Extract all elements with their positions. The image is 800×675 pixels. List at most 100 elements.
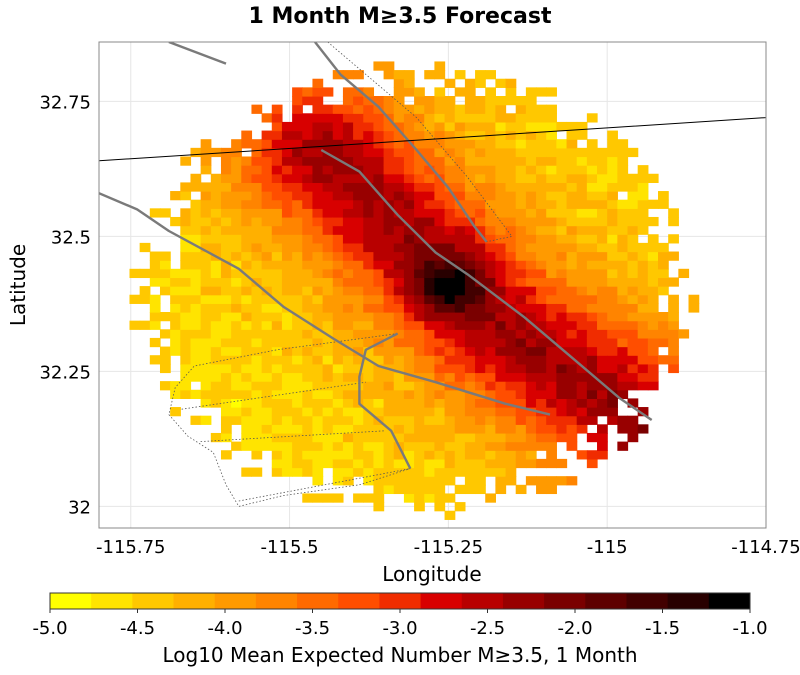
heatmap-cell: [647, 199, 659, 209]
heatmap-cell: [210, 294, 222, 304]
heatmap-cell: [515, 424, 527, 434]
heatmap-cell: [271, 450, 283, 460]
heatmap-cell: [302, 251, 314, 261]
heatmap-cell: [586, 156, 598, 166]
heatmap-cell: [475, 234, 486, 244]
heatmap-cell: [312, 156, 324, 166]
heatmap-cell: [393, 234, 405, 244]
heatmap-cell: [556, 225, 568, 235]
heatmap-cell: [546, 458, 557, 469]
heatmap-cell: [414, 458, 425, 469]
heatmap-cell: [556, 251, 568, 261]
heatmap-cell: [464, 277, 476, 287]
heatmap-cell: [271, 286, 283, 296]
heatmap-cell: [586, 372, 598, 382]
heatmap-cell: [515, 165, 527, 175]
heatmap-cell: [566, 476, 578, 486]
heatmap-cell: [383, 398, 395, 408]
heatmap-cell: [281, 139, 293, 149]
heatmap-cell: [434, 389, 446, 399]
heatmap-cell: [576, 389, 588, 399]
heatmap-cell: [383, 355, 395, 365]
heatmap-cell: [485, 312, 496, 322]
heatmap-cell: [485, 432, 496, 443]
heatmap-cell: [617, 251, 629, 261]
heatmap-cell: [261, 182, 273, 192]
heatmap-cell: [637, 337, 649, 348]
heatmap-cell: [597, 372, 608, 382]
heatmap-cell: [292, 113, 303, 123]
heatmap-cell: [231, 355, 242, 365]
heatmap-cell: [424, 104, 436, 114]
heatmap-cell: [505, 234, 517, 244]
heatmap-cell: [342, 277, 354, 287]
heatmap-cell: [414, 173, 425, 183]
heatmap-cell: [403, 208, 415, 218]
heatmap-cell: [617, 242, 629, 253]
heatmap-cell: [505, 320, 517, 330]
heatmap-cell: [546, 441, 557, 451]
heatmap-cell: [414, 225, 425, 235]
heatmap-cell: [566, 191, 578, 201]
heatmap-cell: [485, 467, 496, 477]
heatmap-cell: [668, 346, 679, 356]
heatmap-cell: [424, 381, 436, 391]
heatmap-cell: [139, 242, 151, 253]
heatmap-cell: [373, 294, 385, 304]
heatmap-cell: [261, 173, 273, 183]
heatmap-cell: [485, 173, 496, 183]
heatmap-cell: [464, 173, 476, 183]
heatmap-cell: [281, 467, 293, 477]
heatmap-cell: [434, 407, 446, 417]
heatmap-cell: [576, 294, 588, 304]
heatmap-cell: [464, 320, 476, 330]
heatmap-cell: [271, 294, 283, 304]
heatmap-cell: [556, 320, 568, 330]
heatmap-cell: [281, 260, 293, 270]
heatmap-cell: [607, 225, 618, 235]
heatmap-cell: [180, 363, 192, 374]
heatmap-cell: [434, 182, 446, 192]
heatmap-cell: [180, 268, 192, 279]
heatmap-cell: [403, 242, 415, 253]
heatmap-cell: [302, 286, 314, 296]
heatmap-cell: [505, 113, 517, 123]
heatmap-cell: [475, 381, 486, 391]
heatmap-cell: [607, 139, 618, 149]
heatmap-cell: [444, 320, 456, 330]
heatmap-cell: [485, 294, 496, 304]
heatmap-cell: [342, 96, 354, 106]
heatmap-cell: [332, 286, 344, 296]
heatmap-cell: [485, 381, 496, 391]
heatmap-cell: [363, 286, 375, 296]
heatmap-cell: [424, 234, 436, 244]
heatmap-cell: [312, 398, 324, 408]
heatmap-cell: [149, 208, 161, 218]
heatmap-cell: [444, 312, 456, 322]
heatmap-cell: [393, 208, 405, 218]
heatmap-cell: [566, 268, 578, 279]
heatmap-cell: [281, 320, 293, 330]
heatmap-cell: [251, 216, 263, 227]
heatmap-cell: [261, 139, 273, 149]
heatmap-cell: [261, 156, 273, 166]
heatmap-cell: [403, 312, 415, 322]
heatmap-cell: [597, 450, 608, 460]
heatmap-cell: [525, 208, 537, 218]
heatmap-cell: [231, 199, 242, 209]
heatmap-cell: [231, 234, 242, 244]
heatmap-cell: [200, 234, 212, 244]
heatmap-cell: [566, 294, 578, 304]
heatmap-cell: [525, 156, 537, 166]
heatmap-cell: [231, 389, 242, 399]
heatmap-cell: [617, 294, 629, 304]
heatmap-cell: [393, 165, 405, 175]
heatmap-cell: [414, 165, 425, 175]
heatmap-cell: [668, 329, 679, 339]
heatmap-cell: [597, 199, 608, 209]
heatmap-cell: [312, 458, 324, 469]
heatmap-cell: [617, 363, 629, 374]
heatmap-cell: [566, 216, 578, 227]
heatmap-cell: [454, 208, 466, 218]
x-tick-label: -115.5: [261, 537, 319, 558]
